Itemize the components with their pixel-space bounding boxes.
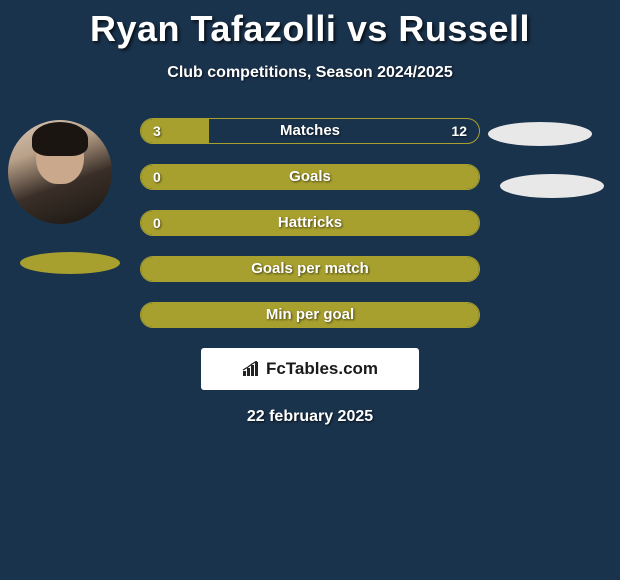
date-label: 22 february 2025 — [0, 408, 620, 426]
stat-label: Goals — [141, 165, 479, 189]
brand-label: FcTables.com — [266, 359, 378, 379]
brand-chart-icon — [242, 361, 262, 377]
stat-value-right: 12 — [451, 119, 467, 143]
comparison-panel: 3 Matches 12 0 Goals 0 Hattricks Goals p… — [0, 118, 620, 426]
stat-label: Matches — [141, 119, 479, 143]
player-right-badge-1 — [488, 122, 592, 146]
brand-box: FcTables.com — [201, 348, 419, 390]
stat-label: Goals per match — [141, 257, 479, 281]
stat-bar-min-per-goal: Min per goal — [140, 302, 480, 328]
subtitle: Club competitions, Season 2024/2025 — [0, 64, 620, 82]
player-left-club-badge — [20, 252, 120, 274]
stat-bars: 3 Matches 12 0 Goals 0 Hattricks Goals p… — [140, 118, 480, 328]
stat-label: Min per goal — [141, 303, 479, 327]
page-title: Ryan Tafazolli vs Russell — [0, 0, 620, 50]
stat-bar-goals: 0 Goals — [140, 164, 480, 190]
player-right-badge-2 — [500, 174, 604, 198]
stat-bar-matches: 3 Matches 12 — [140, 118, 480, 144]
stat-bar-goals-per-match: Goals per match — [140, 256, 480, 282]
stat-label: Hattricks — [141, 211, 479, 235]
player-left-avatar — [8, 120, 112, 224]
stat-bar-hattricks: 0 Hattricks — [140, 210, 480, 236]
